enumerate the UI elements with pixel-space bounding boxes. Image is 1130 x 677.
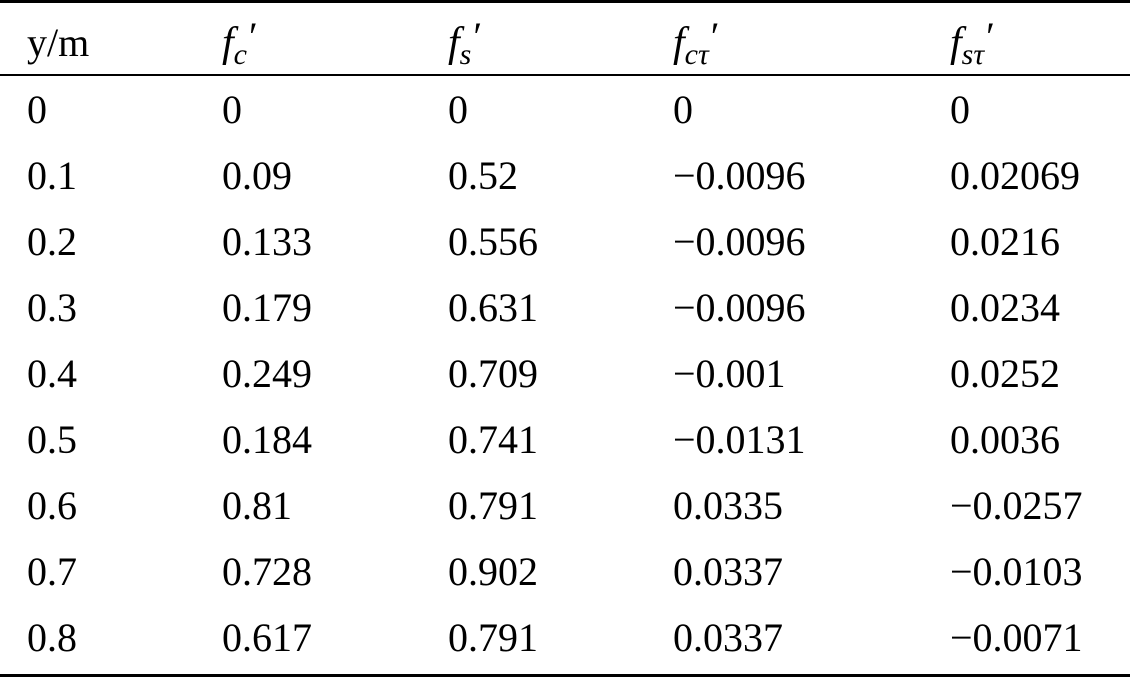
cell-y: 0.4 [27, 351, 77, 396]
cell-fctau: −0.0096 [673, 153, 806, 198]
cell-fctau: 0.0337 [673, 549, 783, 594]
cell-y: 0 [27, 87, 47, 132]
cell-fs: 0.556 [448, 219, 538, 264]
cell-fs: 0.791 [448, 615, 538, 660]
bottom-rule [0, 674, 1130, 677]
cell-fstau: 0.0252 [950, 351, 1060, 396]
header-fctau-prime: ′ [710, 14, 720, 59]
table-row: 0 0 0 0 0 [0, 77, 1130, 143]
cell-fs: 0 [448, 87, 468, 132]
table-row: 0.1 0.09 0.52 −0.0096 0.02069 [0, 143, 1130, 209]
cell-fctau: −0.0096 [673, 285, 806, 330]
cell-fc: 0.179 [222, 285, 312, 330]
cell-fstau: −0.0071 [950, 615, 1083, 660]
cell-y: 0.5 [27, 417, 77, 462]
cell-y: 0.6 [27, 483, 77, 528]
table-row: 0.5 0.184 0.741 −0.0131 0.0036 [0, 407, 1130, 473]
cell-fctau: 0 [673, 87, 693, 132]
cell-fctau: −0.001 [673, 351, 786, 396]
header-fc-base: f [222, 20, 234, 66]
cell-fstau: 0.02069 [950, 153, 1080, 198]
header-fs-base: f [448, 20, 460, 66]
table-row: 0.2 0.133 0.556 −0.0096 0.0216 [0, 209, 1130, 275]
cell-fstau: 0 [950, 87, 970, 132]
cell-fs: 0.631 [448, 285, 538, 330]
cell-fstau: −0.0103 [950, 549, 1083, 594]
header-fc-sub: c [233, 38, 247, 71]
cell-fc: 0.81 [222, 483, 292, 528]
top-rule [0, 0, 1130, 3]
header-fctau: fcτ′ [673, 3, 719, 75]
cell-fs: 0.902 [448, 549, 538, 594]
cell-fc: 0.249 [222, 351, 312, 396]
header-fctau-sub: cτ [684, 38, 709, 71]
cell-y: 0.3 [27, 285, 77, 330]
table-row: 0.6 0.81 0.791 0.0335 −0.0257 [0, 473, 1130, 539]
cell-fctau: −0.0131 [673, 417, 806, 462]
header-y-label: y/m [27, 20, 90, 65]
header-fstau: fsτ′ [950, 3, 995, 75]
header-fstau-sub: sτ [961, 38, 985, 71]
table-row: 0.7 0.728 0.902 0.0337 −0.0103 [0, 539, 1130, 605]
header-fc-prime: ′ [249, 14, 258, 59]
table-row: 0.4 0.249 0.709 −0.001 0.0252 [0, 341, 1130, 407]
cell-fstau: −0.0257 [950, 483, 1083, 528]
cell-fstau: 0.0234 [950, 285, 1060, 330]
header-fctau-base: f [673, 20, 685, 66]
cell-fc: 0.728 [222, 549, 312, 594]
cell-fc: 0.09 [222, 153, 292, 198]
cell-fctau: −0.0096 [673, 219, 806, 264]
table-row: 0.3 0.179 0.631 −0.0096 0.0234 [0, 275, 1130, 341]
cell-fs: 0.791 [448, 483, 538, 528]
cell-y: 0.1 [27, 153, 77, 198]
cell-fc: 0.184 [222, 417, 312, 462]
header-fs: fs′ [448, 3, 482, 75]
header-fstau-base: f [950, 20, 962, 66]
cell-fstau: 0.0036 [950, 417, 1060, 462]
cell-y: 0.2 [27, 219, 77, 264]
cell-y: 0.7 [27, 549, 77, 594]
header-fc: fc′ [222, 3, 258, 75]
cell-y: 0.8 [27, 615, 77, 660]
header-fstau-prime: ′ [986, 14, 995, 59]
cell-fs: 0.709 [448, 351, 538, 396]
cell-fc: 0.617 [222, 615, 312, 660]
header-y: y/m [27, 3, 89, 75]
cell-fctau: 0.0337 [673, 615, 783, 660]
header-fs-sub: s [459, 38, 472, 71]
cell-fstau: 0.0216 [950, 219, 1060, 264]
header-row: y/m fc′ fs′ fcτ′ fsτ′ [0, 3, 1130, 71]
cell-fctau: 0.0335 [673, 483, 783, 528]
cell-fc: 0.133 [222, 219, 312, 264]
cell-fc: 0 [222, 87, 242, 132]
table-row: 0.8 0.617 0.791 0.0337 −0.0071 [0, 605, 1130, 671]
header-fs-prime: ′ [473, 14, 483, 59]
header-rule [0, 74, 1130, 76]
cell-fs: 0.741 [448, 417, 538, 462]
cell-fs: 0.52 [448, 153, 518, 198]
